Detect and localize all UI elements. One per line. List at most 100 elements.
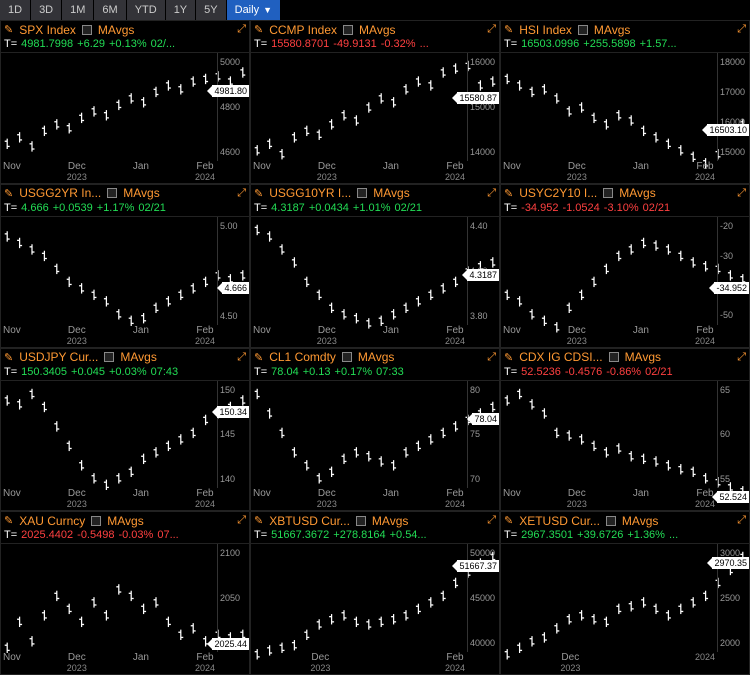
mavgs-checkbox[interactable] [342,352,352,362]
mavgs-checkbox[interactable] [104,352,114,362]
price-tag: 15580.87 [457,92,499,104]
price-prefix: T= [504,529,517,541]
x-axis: NovDec2023JanFeb2024 [501,488,717,510]
price-pct: +0.17% [335,366,373,378]
price-value: 2025.4402 [21,529,73,541]
expand-icon[interactable]: ⤢ [237,514,246,527]
price-date: 07:43 [151,366,179,378]
expand-icon[interactable]: ⤢ [737,23,746,36]
y-axis: 5.004.50 [217,217,249,325]
chart-area[interactable]: 4981.80500048004600NovDec2023JanFeb2024 [1,52,249,183]
timeframe-button-ytd[interactable]: YTD [127,0,165,20]
timeframe-button-1y[interactable]: 1Y [166,0,195,20]
chart-area[interactable]: 4.31874.404.003.80NovDec2023JanFeb2024 [251,216,499,347]
price-value: 4.3187 [271,202,305,214]
edit-icon[interactable]: ✎ [254,351,263,364]
chart-area[interactable]: 4.6665.004.50NovDec2023JanFeb2024 [1,216,249,347]
mavgs-checkbox[interactable] [609,352,619,362]
price-tag: -34.952 [714,282,749,294]
chart-area[interactable]: -34.952-20-30-40-50NovDec2023JanFeb2024 [501,216,749,347]
chart-area[interactable]: 2970.35300025002000Dec20232024 [501,543,749,674]
x-axis: Dec20232024 [501,652,717,674]
price-change: -49.9131 [333,38,376,50]
edit-icon[interactable]: ✎ [504,351,513,364]
price-date: 02/21 [645,366,673,378]
mavgs-checkbox[interactable] [357,188,367,198]
panel-title: XBTUSD Cur... [269,514,350,528]
edit-icon[interactable]: ✎ [4,514,13,527]
timeframe-button-1d[interactable]: 1D [0,0,30,20]
x-axis: NovDec2023JanFeb2024 [501,325,717,347]
price-tag: 52.524 [717,491,749,503]
price-change: +0.045 [71,366,105,378]
panel-title: USYC2Y10 I... [519,186,597,200]
price-date: 02/21 [138,202,166,214]
price-prefix: T= [254,366,267,378]
edit-icon[interactable]: ✎ [504,514,513,527]
chart-panel: ✎CCMP IndexMAvgs⤢T=15580.8701-49.9131-0.… [250,20,500,184]
price-change: +0.0434 [309,202,349,214]
expand-icon[interactable]: ⤢ [487,351,496,364]
interval-dropdown[interactable]: Daily▼ [227,0,280,20]
price-prefix: T= [504,202,517,214]
expand-icon[interactable]: ⤢ [737,187,746,200]
price-pct: +1.17% [97,202,135,214]
expand-icon[interactable]: ⤢ [737,514,746,527]
mavgs-checkbox[interactable] [356,516,366,526]
edit-icon[interactable]: ✎ [254,514,263,527]
mavgs-checkbox[interactable] [343,25,353,35]
mavgs-checkbox[interactable] [82,25,92,35]
x-axis: NovDec2023JanFeb2024 [1,325,217,347]
timeframe-button-6m[interactable]: 6M [94,0,125,20]
mavgs-label: MAvgs [120,350,156,364]
edit-icon[interactable]: ✎ [4,187,13,200]
chart-panel: ✎XETUSD Cur...MAvgs⤢T=2967.3501+39.6726+… [500,511,750,675]
timeframe-button-5y[interactable]: 5Y [196,0,225,20]
timeframe-button-3d[interactable]: 3D [31,0,61,20]
price-pct: +1.01% [353,202,391,214]
price-change: +39.6726 [577,529,623,541]
mavgs-checkbox[interactable] [91,516,101,526]
edit-icon[interactable]: ✎ [504,23,513,36]
price-change: +0.0539 [53,202,93,214]
price-value: 15580.8701 [271,38,329,50]
mavgs-checkbox[interactable] [606,516,616,526]
price-date: 07:33 [376,366,404,378]
chart-area[interactable]: 15580.87160001500014000NovDec2023JanFeb2… [251,52,499,183]
expand-icon[interactable]: ⤢ [237,351,246,364]
expand-icon[interactable]: ⤢ [487,23,496,36]
expand-icon[interactable]: ⤢ [737,351,746,364]
mavgs-checkbox[interactable] [107,188,117,198]
chart-area[interactable]: 78.04807570NovDec2023JanFeb2024 [251,380,499,511]
panel-title: XAU Curncy [19,514,85,528]
mavgs-label: MAvgs [625,350,661,364]
price-pct: +0.54... [390,529,427,541]
chart-area[interactable]: 150.34150145140NovDec2023JanFeb2024 [1,380,249,511]
chart-area[interactable]: 52.524656055NovDec2023JanFeb2024 [501,380,749,511]
expand-icon[interactable]: ⤢ [237,23,246,36]
edit-icon[interactable]: ✎ [4,23,13,36]
timeframe-button-1m[interactable]: 1M [62,0,93,20]
mavgs-label: MAvgs [358,350,394,364]
price-date: 07... [157,529,178,541]
price-prefix: T= [504,38,517,50]
chart-area[interactable]: 2025.44210020502000NovDec2023JanFeb2024 [1,543,249,674]
edit-icon[interactable]: ✎ [504,187,513,200]
edit-icon[interactable]: ✎ [254,23,263,36]
price-tag: 2025.44 [212,638,249,650]
expand-icon[interactable]: ⤢ [487,514,496,527]
y-axis: 500048004600 [217,53,249,161]
chart-area[interactable]: 16503.1018000170001600015000NovDec2023Ja… [501,52,749,183]
mavgs-checkbox[interactable] [603,188,613,198]
mavgs-checkbox[interactable] [578,25,588,35]
price-change: +6.29 [77,38,105,50]
mavgs-label: MAvgs [372,514,408,528]
price-value: 150.3405 [21,366,67,378]
edit-icon[interactable]: ✎ [4,351,13,364]
price-value: 52.5236 [521,366,561,378]
expand-icon[interactable]: ⤢ [487,187,496,200]
chart-area[interactable]: 51667.37500004500040000Dec2023Feb2024 [251,543,499,674]
edit-icon[interactable]: ✎ [254,187,263,200]
expand-icon[interactable]: ⤢ [237,187,246,200]
timeframe-toolbar: 1D3D1M6MYTD1Y5YDaily▼ [0,0,750,20]
